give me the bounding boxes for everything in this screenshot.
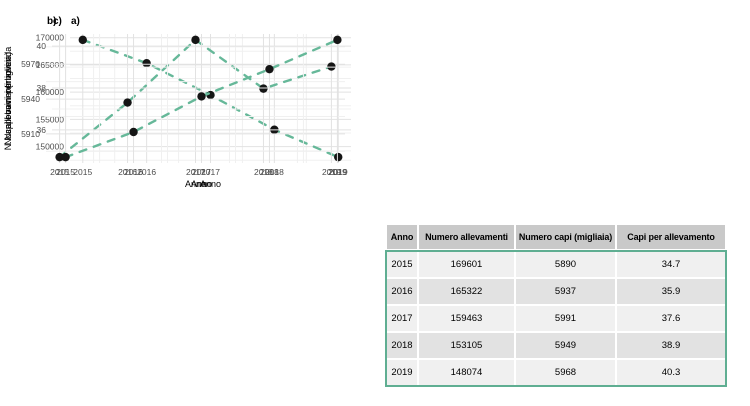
table-cell: 2018: [387, 333, 417, 358]
table-header-cell: Anno: [387, 225, 417, 249]
table-cell: 38.9: [617, 333, 725, 358]
table-cell: 148074: [419, 360, 514, 385]
table-cell: 5890: [516, 252, 615, 277]
data-point: [334, 152, 343, 162]
data-point: [78, 35, 87, 45]
y-axis-tick-label: 155000: [36, 114, 65, 124]
y-axis-tick-label: 40: [37, 41, 47, 51]
data-point: [123, 98, 132, 107]
table-cell: 35.9: [617, 279, 725, 304]
y-axis-tick-label: 36: [37, 125, 47, 135]
table-cell: 5991: [516, 306, 615, 331]
table-cell: 5968: [516, 360, 615, 385]
y-axis-tick-label: 165000: [36, 60, 65, 70]
data-point: [333, 35, 342, 45]
table-cell: 165322: [419, 279, 514, 304]
table-row: 2019 148074 5968 40.3: [387, 360, 725, 385]
table-cell: 2019: [387, 360, 417, 385]
table-cell: 153105: [419, 333, 514, 358]
x-axis-tick-label: 2019: [329, 167, 348, 177]
y-axis-tick-label: 38: [37, 83, 47, 93]
table-row: 2017 159463 5991 37.6: [387, 306, 725, 331]
x-axis-tick-label: 2018: [254, 167, 273, 177]
table-header-cell: Capi per allevamento: [617, 225, 725, 249]
data-point: [129, 127, 138, 137]
table-cell: 34.7: [617, 252, 725, 277]
y-axis-tick-label: 5970: [21, 59, 40, 69]
data-point: [142, 58, 151, 68]
table-cell: 159463: [419, 306, 514, 331]
data-point: [259, 84, 268, 93]
table-cell: 2017: [387, 306, 417, 331]
y-axis-tick-label: 170000: [36, 33, 65, 43]
x-axis-tick-label: 2017: [192, 167, 211, 177]
table-cell: 169601: [419, 252, 514, 277]
table-cell: 37.6: [617, 306, 725, 331]
results-table: Anno Numero allevamenti Numero capi (mig…: [385, 225, 727, 387]
x-axis-tick-label: 2016: [124, 167, 143, 177]
chart-c: 36 38 40 2015 2016 2017 2018 2019 N. capi bovini…: [3, 16, 351, 189]
data-point: [197, 92, 206, 101]
data-point: [191, 35, 200, 45]
panel-tag: c): [53, 16, 62, 27]
x-axis-tick-label: 2016: [118, 167, 137, 177]
table-cell: 5937: [516, 279, 615, 304]
y-axis-title: N. allevamenti bovini: [3, 57, 13, 140]
x-axis-tick-label: 2018: [260, 167, 279, 177]
data-point: [327, 62, 336, 71]
x-axis-title: Anno: [191, 179, 212, 189]
x-axis-tick-label: 2017: [186, 167, 205, 177]
y-axis-tick-label: 150000: [36, 142, 65, 152]
x-axis-tick-label: 2015: [73, 167, 92, 177]
data-point: [55, 152, 64, 162]
table-header-cell: Numero capi (migliaia): [516, 225, 615, 249]
y-axis-title: N. capi bovini (migliaia): [3, 52, 13, 145]
table-body: 2015 169601 5890 34.7 2016 165322 5937 35.9 2017…: [385, 250, 727, 387]
x-axis-title: Anno: [185, 179, 206, 189]
table-row: 2018 153105 5949 38.9: [387, 333, 725, 358]
table-cell: 2016: [387, 279, 417, 304]
table-cell: 2015: [387, 252, 417, 277]
panel-tag: b): [47, 16, 56, 27]
y-axis-title: N. capi bovini per azienda: [3, 47, 13, 151]
x-axis-tick-label: 2015: [50, 167, 69, 177]
table-cell: 5949: [516, 333, 615, 358]
x-axis-tick-label: 2016: [137, 167, 156, 177]
y-axis-tick-label: 5910: [21, 129, 40, 139]
y-axis-tick-label: 160000: [36, 87, 65, 97]
panel-tag: a): [71, 16, 80, 27]
x-axis-tick-label: 2017: [201, 167, 220, 177]
table-row: 2015 169601 5890 34.7: [387, 252, 725, 277]
x-axis-tick-label: 2015: [56, 167, 75, 177]
data-point: [61, 152, 70, 162]
x-axis-tick-label: 2018: [265, 167, 284, 177]
table-header-cell: Numero allevamenti: [419, 225, 514, 249]
x-axis-title: Anno: [200, 179, 221, 189]
x-axis-tick-label: 2019: [322, 167, 341, 177]
data-point: [265, 64, 274, 74]
x-axis-tick-label: 2019: [328, 167, 347, 177]
table-header-row: Anno Numero allevamenti Numero capi (mig…: [385, 225, 727, 249]
y-axis-tick-label: 5940: [21, 94, 40, 104]
table-cell: 40.3: [617, 360, 725, 385]
table-row: 2016 165322 5937 35.9: [387, 279, 725, 304]
